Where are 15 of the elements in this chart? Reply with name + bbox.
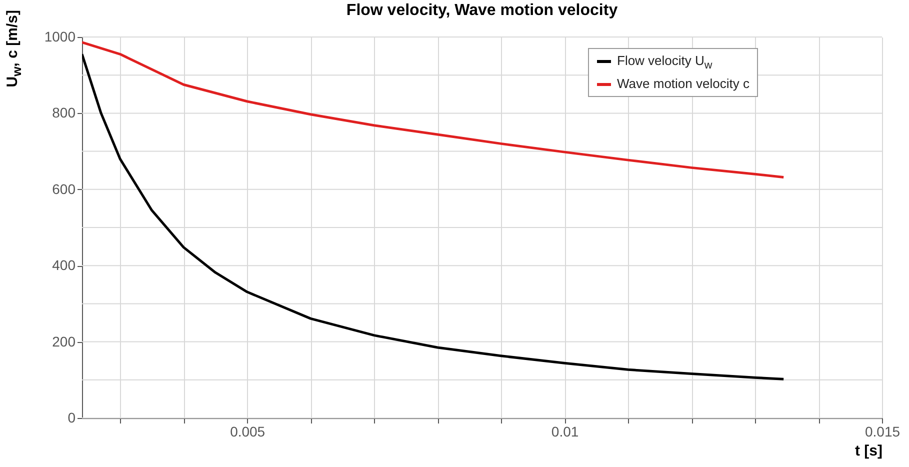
y-tick-label: 1000 bbox=[44, 28, 76, 44]
y-tick-label: 200 bbox=[52, 333, 76, 350]
y-tick-label: 600 bbox=[52, 180, 76, 197]
y-tick-label: 400 bbox=[52, 257, 76, 274]
x-tick-label: 0.01 bbox=[551, 424, 579, 440]
x-tick-label: 0.015 bbox=[864, 424, 900, 440]
x-axis-title: t [s] bbox=[855, 442, 882, 460]
y-tick-label: 800 bbox=[52, 104, 76, 121]
legend-label: Flow velocity U$_{w}$ bbox=[616, 52, 714, 74]
legend-label: Wave motion velocity c bbox=[616, 74, 750, 93]
x-tick-label: 0.005 bbox=[230, 424, 266, 440]
y-tick-label: 0 bbox=[68, 410, 76, 426]
chart-title: Flow velocity, Wave motion velocity bbox=[346, 2, 618, 19]
line-series bbox=[82, 41, 785, 178]
line-series bbox=[82, 52, 785, 380]
